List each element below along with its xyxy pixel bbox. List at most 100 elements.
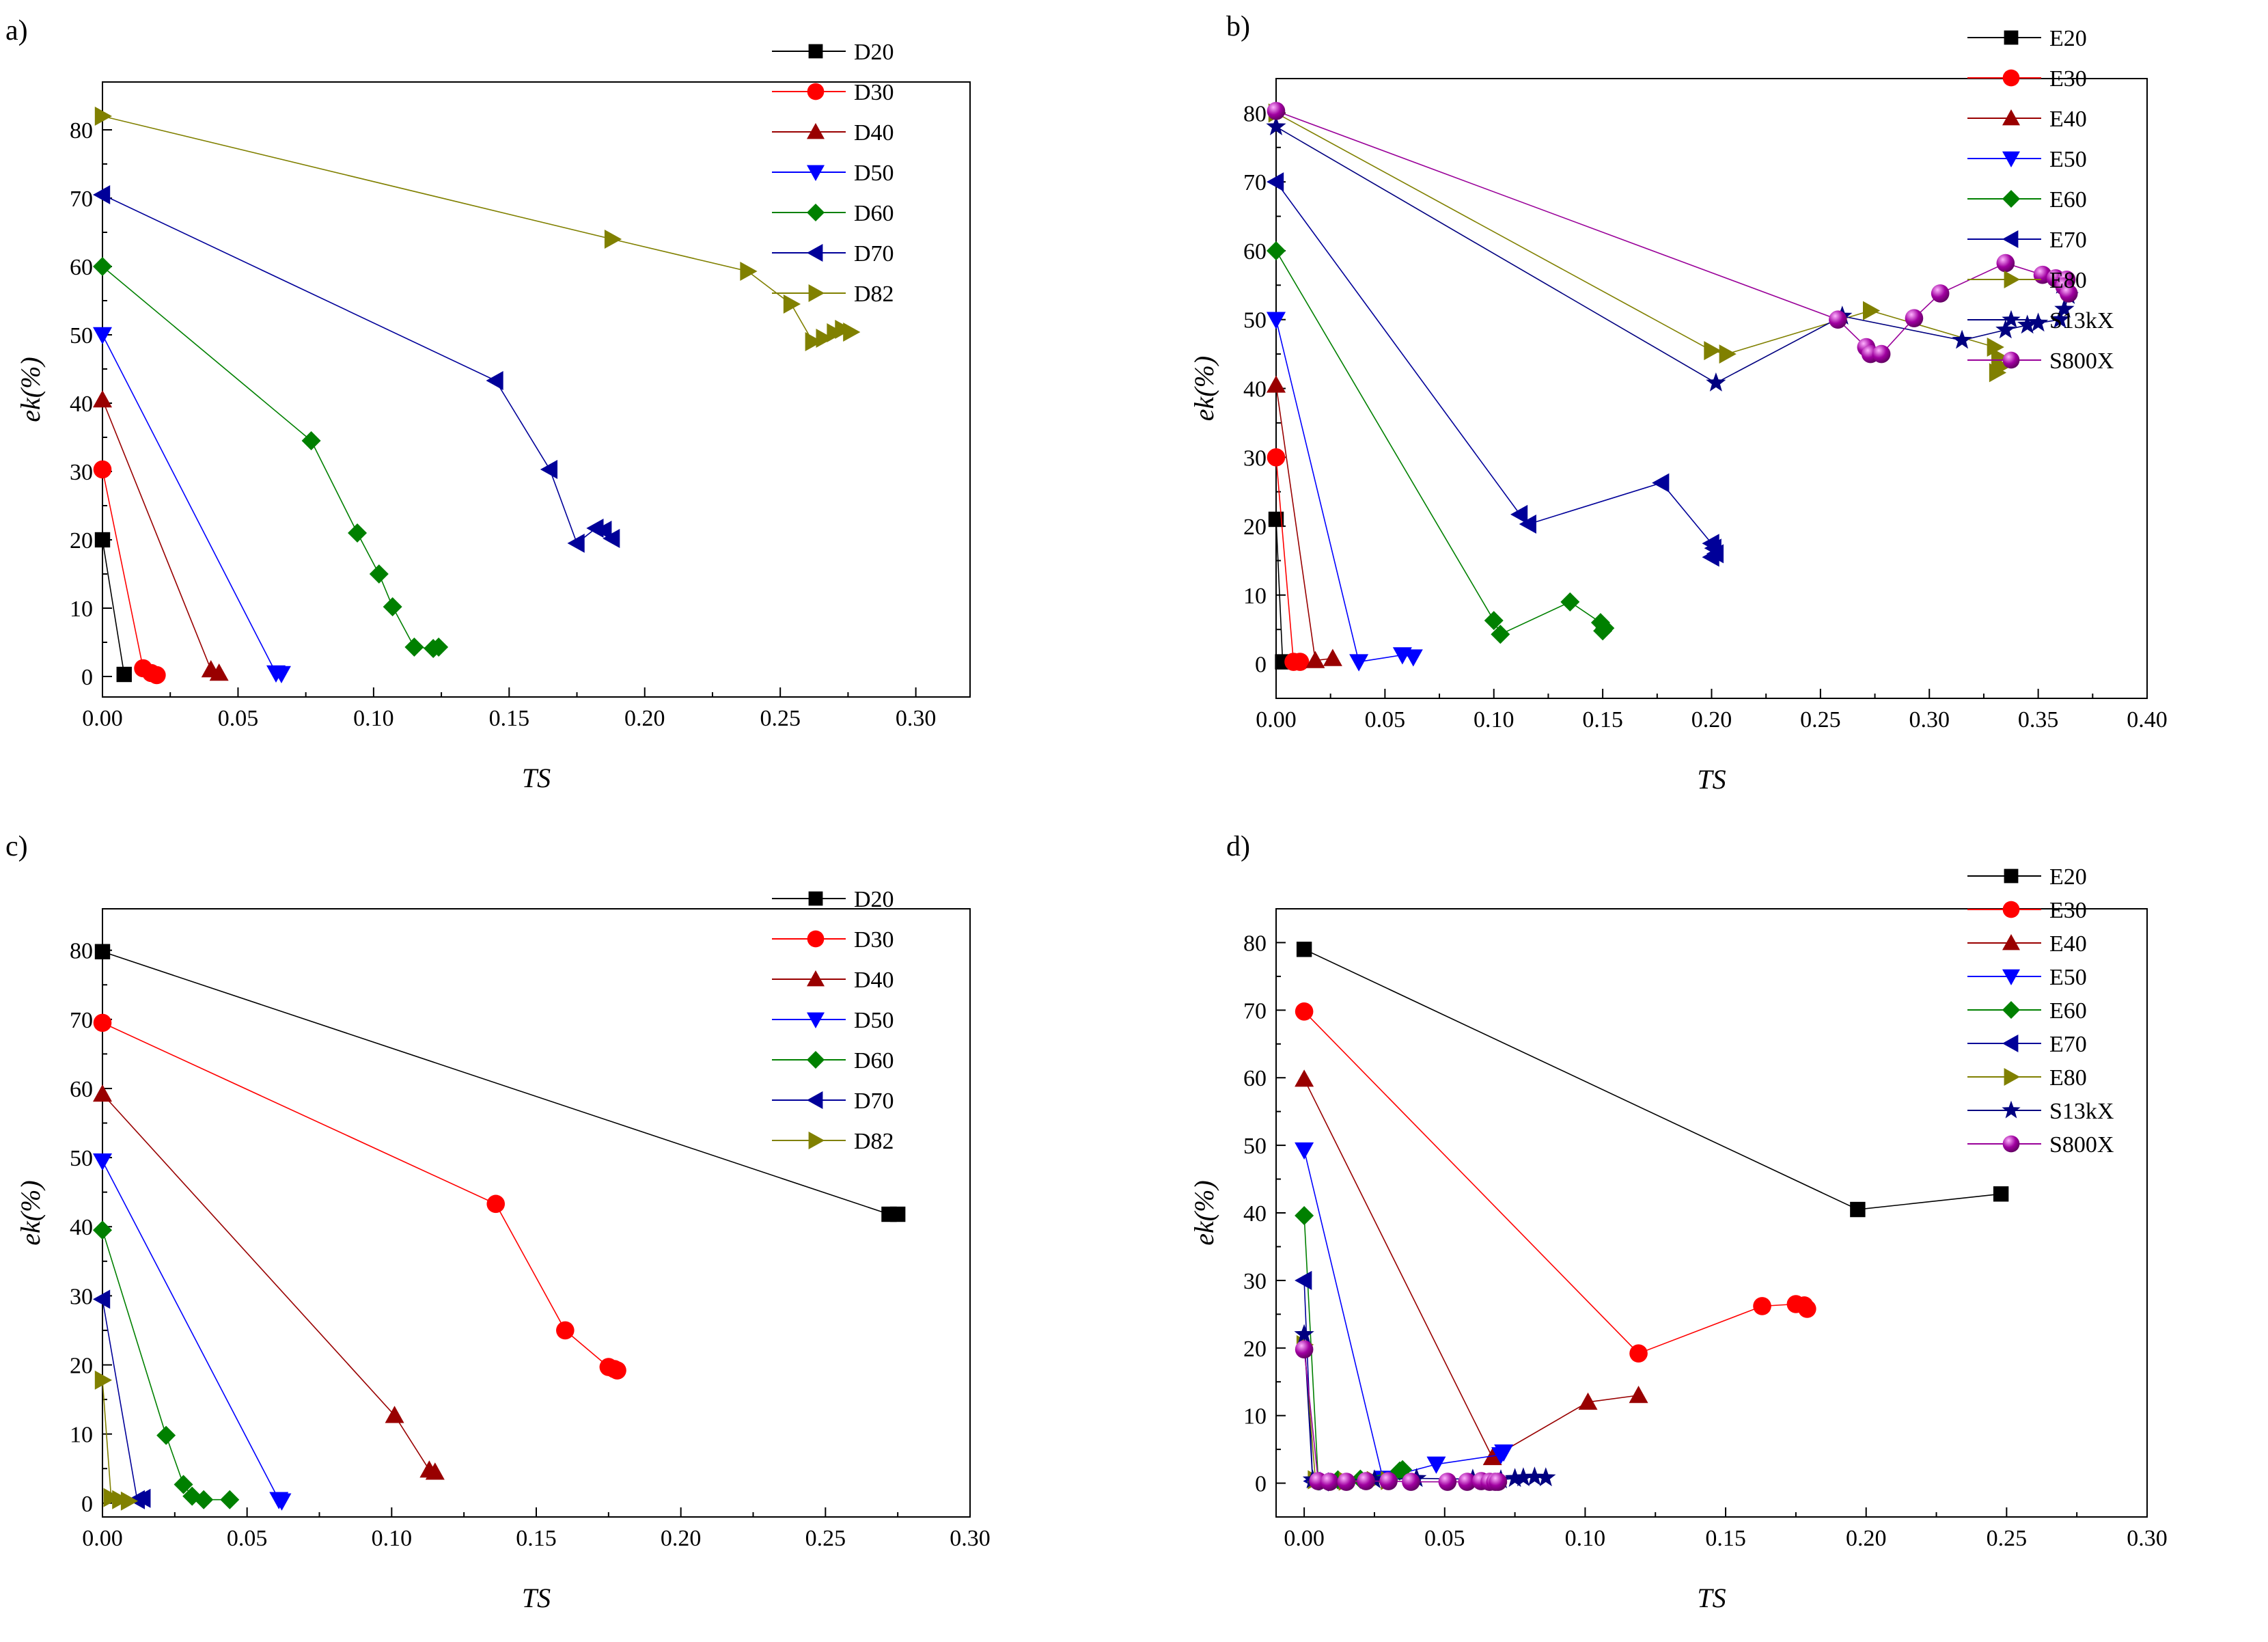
y-tick-label: 80	[70, 939, 93, 964]
data-point	[1510, 504, 1528, 524]
data-point	[2049, 309, 2071, 329]
data-point	[556, 1321, 575, 1340]
x-tick-label: 0.00	[1284, 1526, 1325, 1551]
series-d20	[94, 944, 906, 1222]
data-point	[1295, 1142, 1314, 1160]
data-point	[2028, 312, 2049, 332]
data-point	[1524, 1466, 1545, 1486]
x-axis-label: TS	[1697, 764, 1726, 795]
data-point	[383, 597, 402, 616]
series-e20	[1296, 942, 2009, 1218]
data-point	[1931, 284, 1950, 303]
series-e30	[1295, 1002, 1816, 1363]
panel-a: 0.00 0.05 0.10 0.15 0.20 0.25 0.30 0 10 20 30 40 50 6…	[5, 15, 971, 793]
data-point	[586, 519, 604, 538]
x-tick-label: 0.20	[624, 706, 665, 731]
data-point	[1629, 1386, 1648, 1404]
y-tick-label: 0	[81, 1492, 93, 1517]
data-point	[1349, 654, 1369, 672]
series-e50	[1295, 1142, 1514, 1488]
data-point	[604, 230, 622, 249]
series-line	[102, 1380, 129, 1502]
y-tick-label: 0	[1255, 1472, 1267, 1497]
legend-label: E20	[2049, 26, 2087, 51]
series-e80	[1268, 103, 2011, 383]
y-tick-label: 0	[81, 665, 93, 690]
data-point	[93, 185, 111, 204]
legend-marker	[2004, 271, 2020, 288]
x-tick-label: 0.10	[372, 1526, 413, 1551]
data-point	[1402, 1473, 1420, 1491]
series-d20	[94, 532, 132, 683]
series-s800x	[1295, 1340, 1508, 1491]
y-tick-label: 40	[70, 392, 93, 417]
legend-label: D50	[854, 1008, 894, 1033]
series-line	[102, 115, 851, 342]
data-point	[94, 107, 112, 126]
series-e30	[1267, 448, 1310, 671]
data-point	[220, 1490, 240, 1509]
legend-marker	[807, 1051, 825, 1069]
data-point	[93, 1013, 112, 1032]
data-point	[1829, 310, 1847, 329]
data-point	[1294, 1324, 1314, 1343]
series-line	[1303, 948, 2002, 1210]
legend-label: D40	[854, 968, 894, 993]
panel-label: d)	[1226, 831, 1250, 862]
series-line	[1303, 1149, 1504, 1479]
data-point	[369, 564, 389, 584]
legend: D20 D30 D40 D50 D60 D70 D82	[772, 40, 894, 307]
legend-label: D20	[854, 887, 894, 912]
data-point	[1379, 1472, 1398, 1490]
series-line	[1275, 519, 1284, 662]
legend-marker	[2002, 969, 2020, 985]
data-point	[194, 1490, 214, 1509]
plot-frame	[102, 81, 971, 698]
legend-label: D82	[854, 1129, 894, 1154]
data-point	[93, 1084, 112, 1102]
series-d30	[93, 460, 166, 685]
data-point	[271, 666, 291, 683]
series-e40	[1295, 1069, 1648, 1466]
legend-label: D60	[854, 201, 894, 226]
series-d30	[93, 1013, 626, 1380]
legend-marker	[807, 1091, 823, 1109]
data-point	[1491, 625, 1510, 644]
legend-marker	[807, 970, 825, 987]
data-point	[174, 1475, 193, 1494]
legend-marker	[2002, 1001, 2020, 1019]
y-tick-label: 20	[70, 1354, 93, 1379]
legend: E20 E30 E40 E50 E60 E70 E80 S13kX S800X	[1967, 26, 2114, 374]
x-tick-label: 0.10	[353, 706, 394, 731]
series-e40	[1267, 375, 1342, 668]
data-point	[120, 1491, 139, 1511]
y-tick-label: 50	[70, 323, 93, 348]
data-point	[93, 1289, 111, 1309]
data-point	[1593, 621, 1613, 641]
legend-marker	[2002, 69, 2020, 87]
data-point	[1494, 1444, 1514, 1462]
x-tick-label: 0.25	[805, 1526, 846, 1551]
x-tick-label: 0.20	[661, 1526, 702, 1551]
data-point	[112, 1490, 130, 1509]
legend-marker	[2004, 30, 2019, 45]
legend-label: E40	[2049, 107, 2087, 132]
data-point	[1578, 1392, 1598, 1410]
y-tick-label: 40	[1243, 377, 1267, 402]
legend-marker	[2002, 1035, 2019, 1052]
series-s13kx	[1294, 1324, 1556, 1489]
legend-label: D70	[854, 1089, 894, 1114]
data-point	[783, 295, 801, 314]
data-point	[1560, 592, 1580, 612]
series-d70	[93, 1289, 151, 1509]
x-tick-label: 0.30	[896, 706, 937, 731]
data-point	[1320, 1473, 1339, 1491]
y-tick-label: 80	[1243, 101, 1267, 126]
legend-marker	[2002, 190, 2020, 208]
x-tick-label: 0.20	[1846, 1526, 1887, 1551]
data-point	[1753, 1297, 1771, 1315]
series-line	[102, 266, 439, 649]
data-point	[93, 257, 112, 276]
legend-marker	[2002, 310, 2021, 328]
legend-label: D20	[854, 40, 894, 65]
